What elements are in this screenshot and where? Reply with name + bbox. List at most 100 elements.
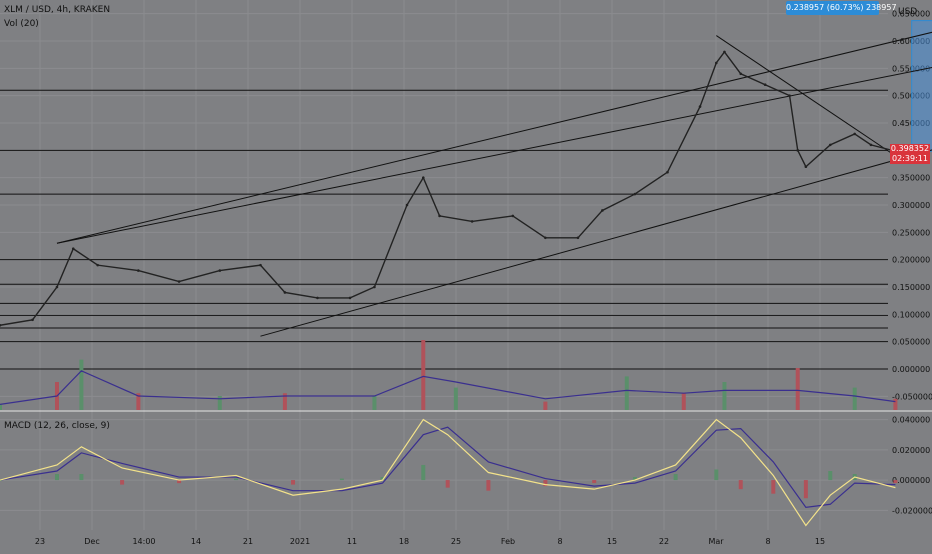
- macd-axis-tick-label: -0.020000: [892, 506, 932, 515]
- macd-histogram-bar: [421, 464, 426, 481]
- volume-bar: [681, 393, 686, 410]
- time-axis-tick-label: 15: [607, 537, 617, 546]
- macd-axis-tick-label: 0.020000: [892, 446, 930, 455]
- price-point: [283, 291, 287, 294]
- price-point: [853, 132, 856, 136]
- volume-bar: [453, 387, 458, 410]
- signal-line: [0, 426, 896, 508]
- time-axis-tick-label: 21: [243, 537, 253, 546]
- price-point: [0, 323, 2, 327]
- price-axis-tick-label: -0.050000: [892, 392, 932, 401]
- macd-histogram-bar: [632, 477, 637, 481]
- macd-histogram-bar: [291, 480, 296, 485]
- volume-ma-line: [0, 370, 896, 405]
- price-point: [438, 214, 441, 218]
- time-axis-tick-label: 18: [399, 537, 409, 546]
- macd-histogram-bar: [120, 480, 125, 485]
- macd-histogram-bar: [893, 480, 898, 484]
- price-point: [96, 263, 99, 267]
- macd-histogram-bar: [592, 480, 597, 484]
- price-point: [869, 143, 873, 147]
- price-point: [71, 247, 75, 251]
- volume-bar: [282, 393, 287, 410]
- price-point: [804, 165, 808, 169]
- price-axis-tick-label: 0.100000: [892, 310, 930, 319]
- time-axis-tick-label: 8: [557, 537, 562, 546]
- price-point: [796, 149, 800, 152]
- price-point: [723, 50, 726, 54]
- time-axis-tick-label: 11: [347, 537, 357, 546]
- plot-background: [0, 0, 888, 530]
- price-point: [31, 318, 34, 322]
- volume-bar: [795, 368, 800, 410]
- volume-bar: [0, 404, 2, 410]
- trendline: [260, 149, 932, 337]
- price-axis-tick-label: 0.450000: [892, 119, 930, 128]
- price-point: [666, 170, 669, 174]
- macd-histogram-bar: [79, 474, 84, 481]
- macd-histogram-bar: [771, 480, 776, 494]
- price-axis-tick-label: 0.250000: [892, 228, 930, 237]
- macd-histogram-bar: [803, 480, 808, 499]
- volume-bar: [893, 398, 898, 410]
- macd-histogram-bar: [486, 480, 491, 491]
- price-point: [715, 61, 718, 65]
- macd-histogram-bar: [54, 474, 59, 481]
- macd-histogram-bar: [234, 478, 239, 481]
- price-axis-tick-label: 0.150000: [892, 283, 930, 292]
- macd-histogram-bar: [738, 480, 743, 490]
- time-axis-tick-label: Feb: [501, 537, 515, 546]
- price-point: [137, 269, 140, 272]
- price-point: [828, 143, 832, 147]
- volume-bar: [421, 340, 426, 410]
- last-price-value: 0.398352: [890, 144, 930, 153]
- price-point: [316, 296, 319, 300]
- price-point: [348, 296, 352, 300]
- price-point: [470, 220, 474, 223]
- price-point: [55, 285, 59, 289]
- price-point: [576, 236, 580, 240]
- price-point: [739, 72, 743, 76]
- volume-bar: [722, 382, 727, 410]
- price-point: [218, 269, 222, 272]
- volume-bar: [136, 393, 141, 410]
- time-axis-tick-label: Mar: [708, 537, 724, 546]
- price-axis-tick-label: 0.550000: [892, 64, 930, 73]
- macd-histogram-bar: [380, 477, 385, 481]
- price-point: [698, 105, 702, 108]
- macd-histogram-bar: [714, 469, 719, 481]
- trendline: [56, 66, 932, 244]
- bar-countdown: 02:39:11: [892, 154, 928, 163]
- long-position-label[interactable]: 0.238957 (60.73%) 238957: [786, 1, 897, 15]
- macd-histogram-bar: [177, 480, 182, 484]
- macd-indicator-label[interactable]: MACD (12, 26, close, 9): [4, 421, 110, 431]
- price-axis-tick-label: 0.200000: [892, 256, 930, 265]
- last-price-tag: 0.398352 02:39:11: [890, 144, 930, 164]
- price-axis-tick-label: 0.000000: [892, 365, 930, 374]
- time-axis-tick-label: 8: [765, 537, 770, 546]
- time-axis-tick-label: 25: [451, 537, 461, 546]
- volume-bar: [79, 359, 84, 410]
- time-axis-tick-label: 15: [815, 537, 825, 546]
- time-axis-tick-label: 2021: [290, 537, 310, 546]
- macd-histogram-bar: [0, 480, 2, 482]
- long-position-projection: [911, 20, 932, 152]
- volume-indicator-label[interactable]: Vol (20): [4, 19, 39, 29]
- price-point: [788, 94, 791, 97]
- price-axis-tick-label: 0.050000: [892, 338, 930, 347]
- price-point: [763, 83, 767, 87]
- macd-histogram-bar: [445, 480, 450, 488]
- price-point: [511, 214, 515, 218]
- time-axis-tick-label: 14:00: [132, 537, 155, 546]
- price-point: [544, 236, 547, 240]
- trendline: [716, 35, 896, 157]
- volume-bar: [543, 401, 548, 410]
- symbol-title[interactable]: XLM / USD, 4h, KRAKEN: [4, 5, 111, 15]
- price-axis-tick-label: 0.500000: [892, 92, 930, 101]
- macd-histogram-bar: [543, 480, 548, 487]
- price-axis-tick-label: 0.350000: [892, 174, 930, 183]
- volume-bar: [372, 396, 377, 410]
- price-point: [373, 285, 376, 289]
